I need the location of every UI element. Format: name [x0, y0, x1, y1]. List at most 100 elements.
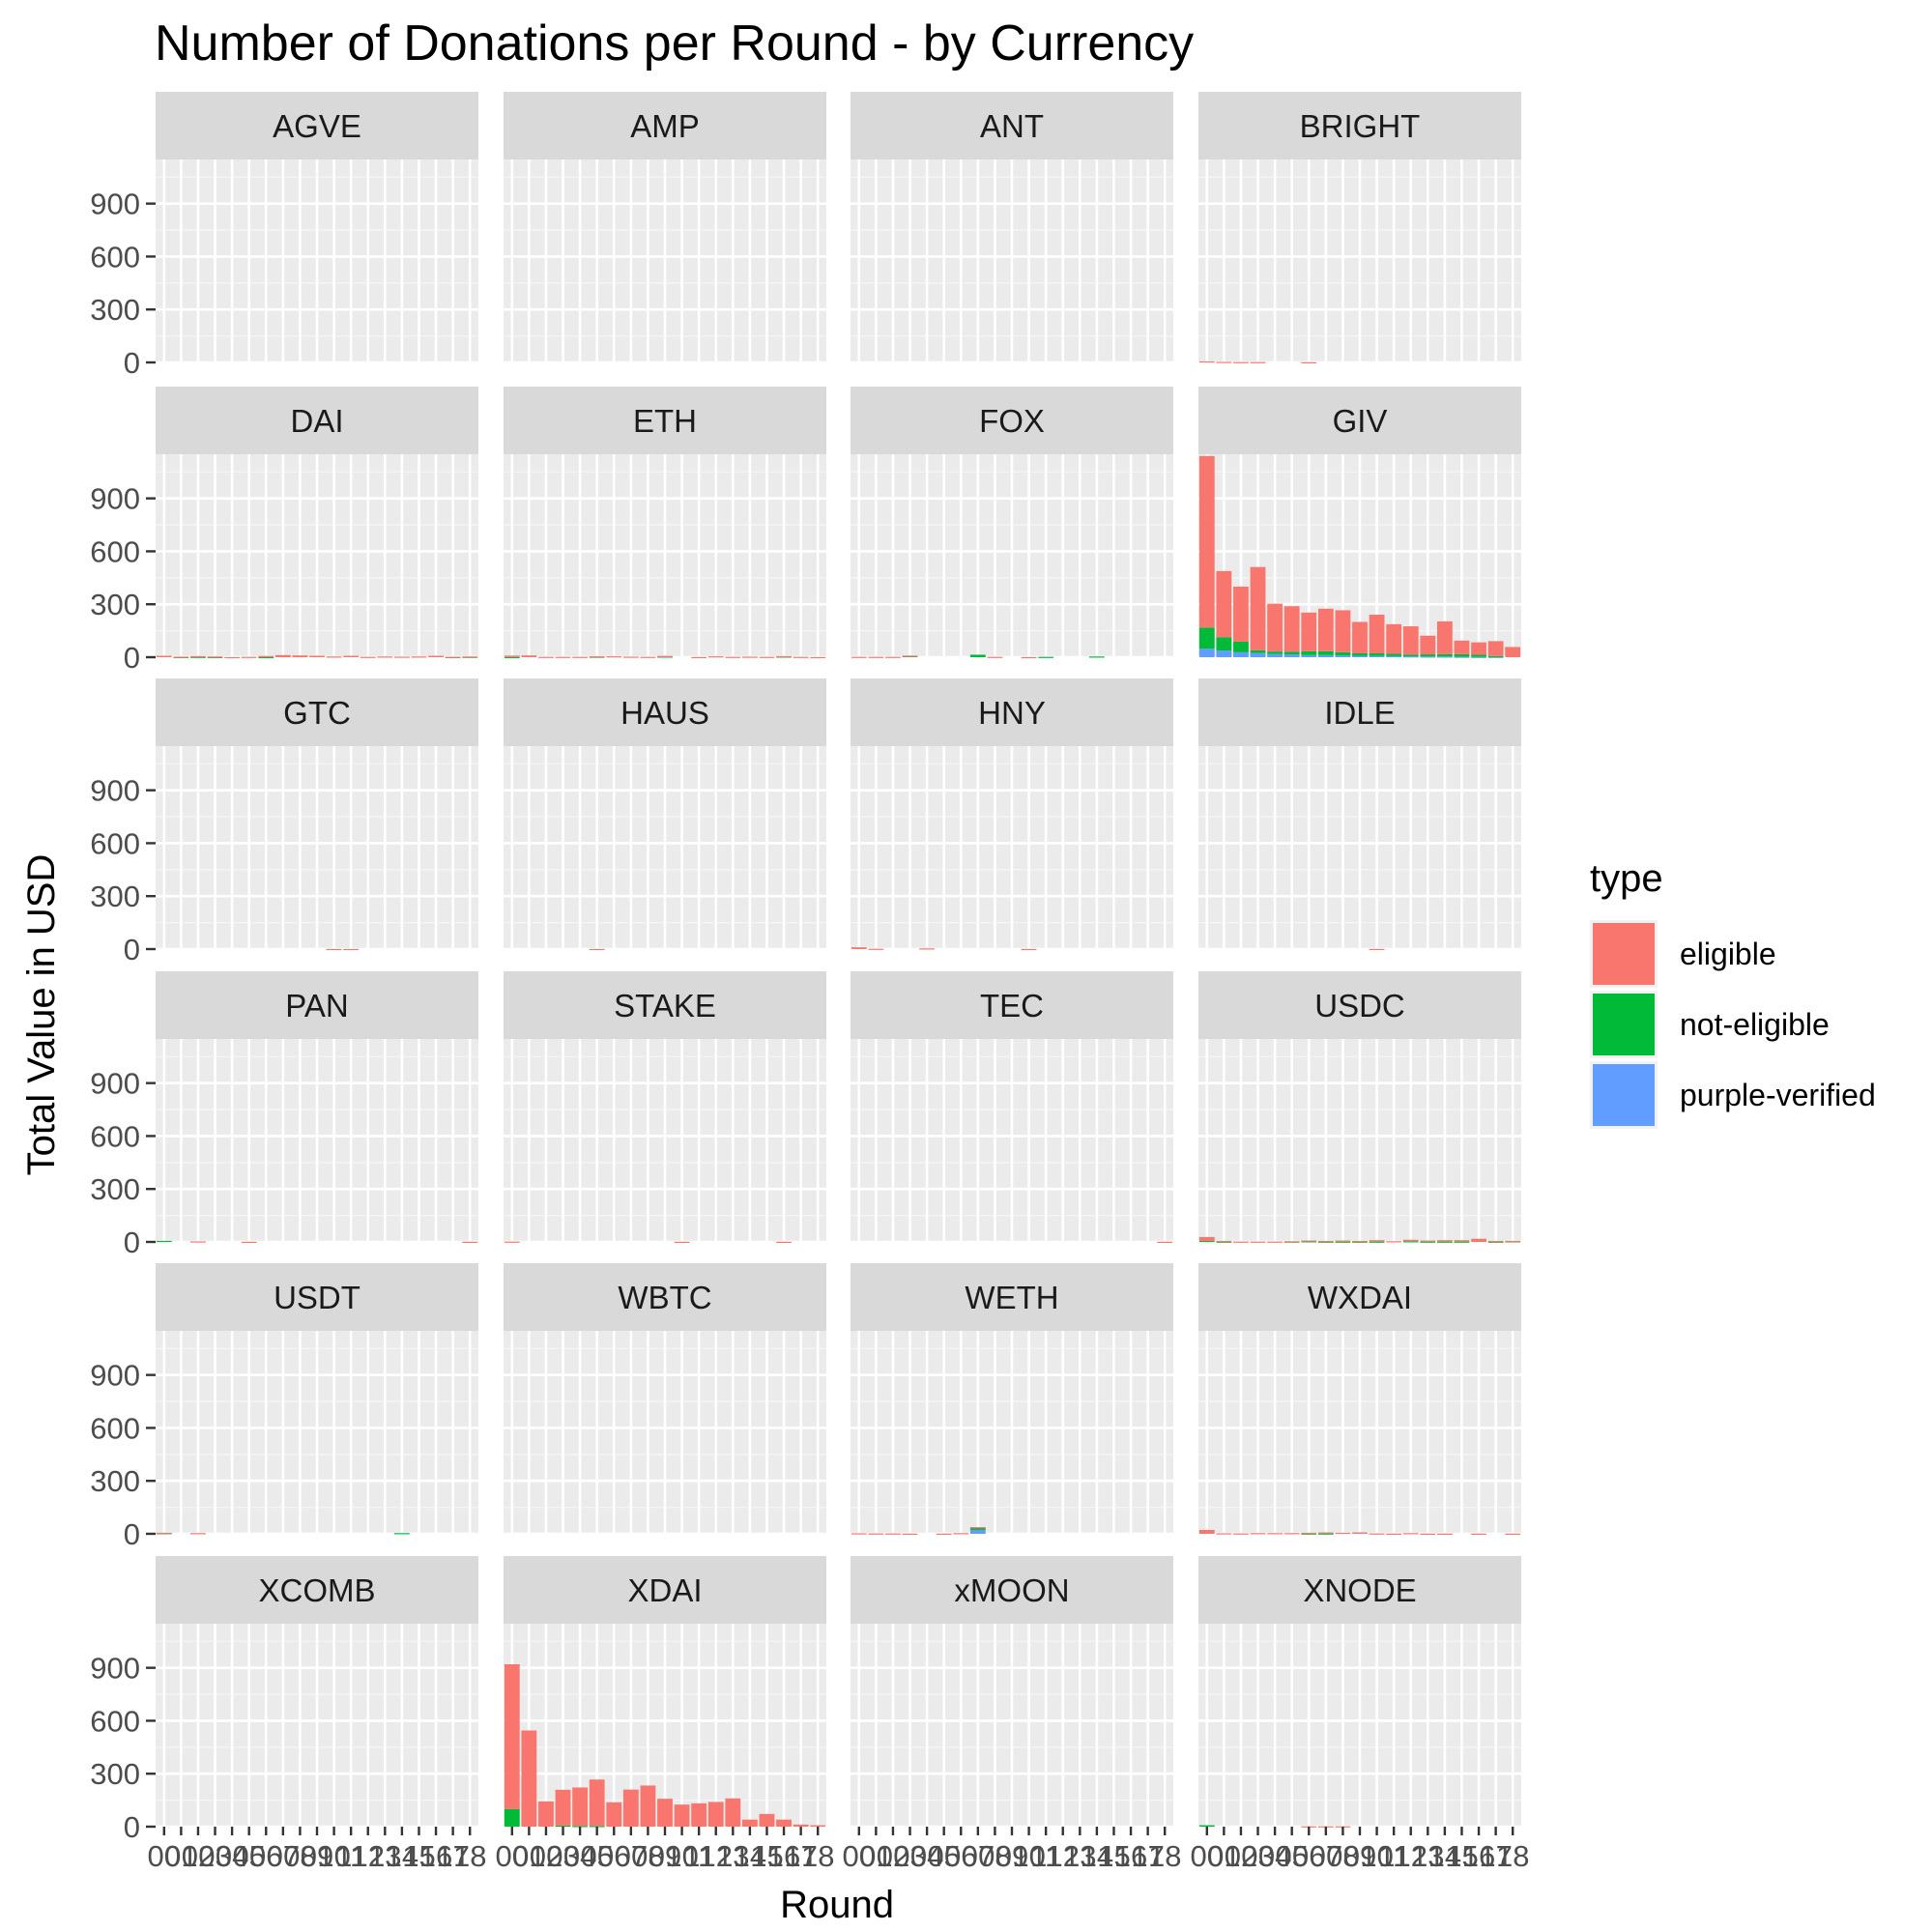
legend-swatch — [1593, 1064, 1655, 1126]
bar-segment — [851, 656, 867, 658]
y-tick-label: 600 — [90, 240, 140, 274]
legend-swatch — [1593, 994, 1655, 1055]
y-tick-label: 0 — [124, 346, 140, 380]
x-tick-label: 04 — [216, 1839, 248, 1873]
facet-strip — [504, 1556, 826, 1624]
bar-segment — [868, 1533, 884, 1535]
facet-strip — [1198, 1263, 1521, 1331]
bar-segment — [462, 1241, 478, 1244]
bar-segment — [1436, 1533, 1453, 1536]
bar-segment — [969, 654, 986, 657]
bar-segment — [1216, 361, 1232, 363]
facet-panel-xmoon: xMOON 00010203040506070809101112131415161… — [843, 1556, 1181, 1873]
bar-segment — [759, 1813, 775, 1827]
bar-segment — [1454, 640, 1470, 654]
x-tick-label: 10 — [1360, 1839, 1393, 1873]
bar-segment — [1402, 654, 1419, 657]
bar-segment — [572, 1826, 589, 1828]
y-tick-label: 300 — [90, 1464, 140, 1498]
bar-segment — [1335, 1241, 1351, 1243]
bar-segment — [1233, 586, 1249, 642]
facet-panel-amp: AMP — [504, 92, 826, 364]
x-tick-label: 03 — [546, 1839, 579, 1873]
facet-strip — [504, 92, 826, 159]
bar-segment — [1301, 1240, 1317, 1242]
bar-segment — [1317, 1240, 1334, 1243]
legend-entries: eligible not-eligible purple-verified — [1590, 920, 1876, 1129]
legend-label: eligible — [1680, 937, 1776, 971]
bar-segment — [902, 1533, 918, 1536]
bar-segment — [851, 1533, 867, 1535]
bar-segment — [538, 1801, 554, 1827]
x-tick-label: 09 — [301, 1839, 333, 1873]
facet-strip-label: HAUS — [620, 695, 709, 731]
x-tick-label: 14 — [734, 1839, 766, 1873]
x-tick-label: 10 — [1012, 1839, 1045, 1873]
bar-segment — [868, 656, 884, 658]
x-axis-title: Round — [780, 1884, 894, 1926]
y-tick-label: 300 — [90, 588, 140, 621]
y-tick-label: 0 — [124, 1517, 140, 1551]
bar-segment — [1250, 1241, 1266, 1243]
bar-segment — [1216, 1533, 1232, 1535]
bar-segment — [1283, 1241, 1300, 1243]
x-tick-label: 18 — [1148, 1839, 1181, 1873]
bar-segment — [538, 656, 554, 658]
x-tick-label: 10 — [317, 1839, 350, 1873]
facet-strip — [1198, 92, 1521, 159]
y-tick-label: 900 — [90, 187, 140, 221]
y-tick-label: 600 — [90, 1119, 140, 1153]
bar-segment — [224, 656, 241, 659]
bar-segment — [1420, 1241, 1436, 1243]
facet-panel-fox: FOX — [851, 387, 1173, 659]
x-tick-label: 12 — [1394, 1839, 1427, 1873]
bar-segment — [377, 656, 393, 658]
facet-panel-usdc: USDC — [1198, 971, 1521, 1244]
bar-segment — [1301, 650, 1317, 655]
x-tick-label: 15 — [1097, 1839, 1130, 1873]
bar-segment — [1420, 1533, 1436, 1536]
facet-strip-label: WXDAI — [1308, 1280, 1412, 1315]
x-tick-label: 13 — [1063, 1839, 1096, 1873]
x-tick-label: 00 — [1191, 1839, 1224, 1873]
x-tick-label: 04 — [563, 1839, 596, 1873]
bar-segment — [1436, 1241, 1453, 1243]
bar-segment — [555, 1825, 571, 1828]
x-tick-label: 18 — [801, 1839, 834, 1873]
bar-segment — [868, 948, 884, 950]
facet-strip-label: xMOON — [954, 1572, 1069, 1608]
facet-strip-label: XNODE — [1303, 1572, 1416, 1608]
bar-segment — [156, 1532, 172, 1535]
x-tick-label: 13 — [716, 1839, 749, 1873]
x-tick-label: 05 — [927, 1839, 960, 1873]
facet-panel-usdt: USDT 0 300 600 900 — [90, 1263, 478, 1551]
x-tick-label: 07 — [962, 1839, 995, 1873]
bar-segment — [776, 655, 792, 658]
bar-segment — [156, 655, 172, 657]
facet-strip — [1198, 1556, 1521, 1624]
y-tick-label: 0 — [124, 933, 140, 966]
bar-segment — [1301, 612, 1317, 651]
x-tick-label: 16 — [767, 1839, 800, 1873]
bar-segment — [919, 948, 936, 950]
bar-segment — [190, 655, 206, 658]
bar-segment — [1216, 570, 1232, 638]
x-tick-label: 00 — [496, 1839, 529, 1873]
bar-segment — [885, 656, 901, 658]
bar-segment — [1335, 610, 1351, 652]
facet-strip — [156, 971, 478, 1039]
x-tick-label: 09 — [1343, 1839, 1376, 1873]
bar-segment — [1267, 603, 1283, 652]
bar-segment — [1471, 654, 1486, 657]
x-tick-label: 17 — [436, 1839, 469, 1873]
facet-panel-weth: WETH — [851, 1263, 1173, 1536]
bar-segment — [1386, 623, 1402, 654]
y-tick-label: 300 — [90, 1757, 140, 1791]
bar-segment — [776, 1241, 792, 1244]
bar-segment — [462, 656, 478, 658]
bar-segment — [1216, 1241, 1232, 1243]
bar-segment — [1216, 650, 1232, 657]
y-tick-label: 900 — [90, 1067, 140, 1101]
bar-segment — [1454, 656, 1470, 658]
bar-segment — [725, 1798, 741, 1827]
